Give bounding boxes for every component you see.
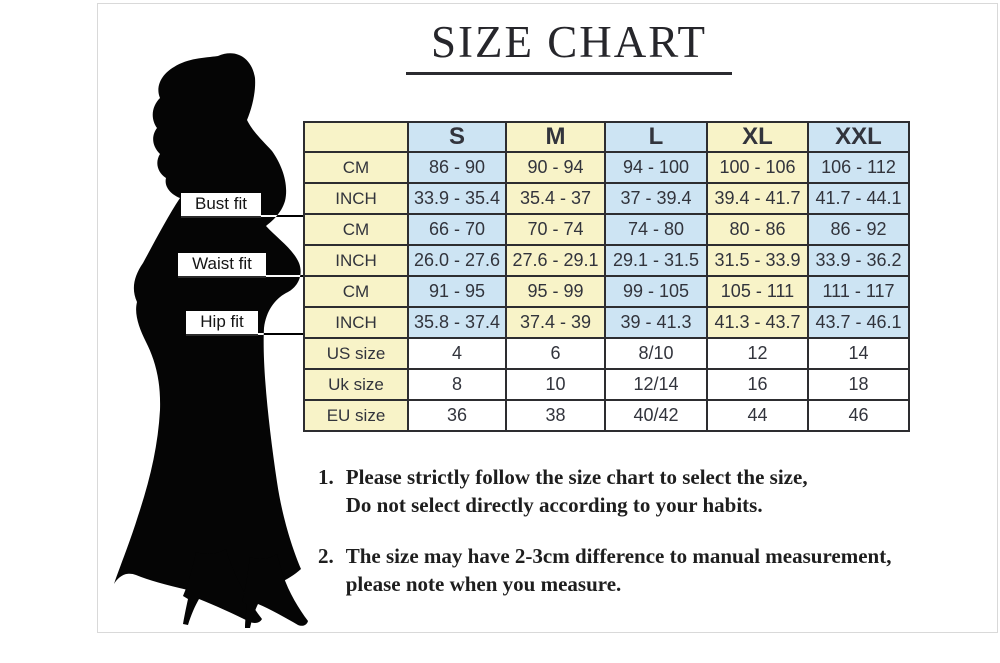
size-value-cell: 40/42 xyxy=(604,399,708,432)
size-value-cell: 29.1 - 31.5 xyxy=(604,244,708,277)
size-column-header-L: L xyxy=(604,121,708,153)
waist-fit-label: Waist fit xyxy=(178,253,266,278)
table-row: INCH 35.8 - 37.4 37.4 - 39 39 - 41.3 41.3 - … xyxy=(303,306,910,339)
size-value-cell: 27.6 - 29.1 xyxy=(505,244,606,277)
note-2-text: The size may have 2-3cm difference to ma… xyxy=(346,543,892,598)
size-value-cell: 95 - 99 xyxy=(505,275,606,308)
size-value-cell: 37 - 39.4 xyxy=(604,182,708,215)
size-value-cell: 91 - 95 xyxy=(407,275,507,308)
size-value-cell: 106 - 112 xyxy=(807,151,910,184)
size-value-cell: 26.0 - 27.6 xyxy=(407,244,507,277)
size-value-cell: 99 - 105 xyxy=(604,275,708,308)
size-value-cell: 14 xyxy=(807,337,910,370)
row-label-cell: CM xyxy=(303,213,409,246)
size-value-cell: 100 - 106 xyxy=(706,151,809,184)
note-1-line-1: Please strictly follow the size chart to… xyxy=(345,465,808,489)
row-label-cell: EU size xyxy=(303,399,409,432)
size-value-cell: 8/10 xyxy=(604,337,708,370)
left-high-heel-shoe xyxy=(183,549,262,625)
table-row: CM 91 - 95 95 - 99 99 - 105 105 - 111 111 - 1… xyxy=(303,275,910,308)
row-label-cell: CM xyxy=(303,275,409,308)
note-2-line-1: The size may have 2-3cm difference to ma… xyxy=(345,544,892,568)
table-row: INCH 33.9 - 35.4 35.4 - 37 37 - 39.4 39.4 - … xyxy=(303,182,910,215)
size-value-cell: 41.3 - 43.7 xyxy=(706,306,809,339)
size-value-cell: 44 xyxy=(706,399,809,432)
note-1-text: Please strictly follow the size chart to… xyxy=(346,464,808,519)
size-value-cell: 94 - 100 xyxy=(604,151,708,184)
size-value-cell: 46 xyxy=(807,399,910,432)
size-value-cell: 18 xyxy=(807,368,910,401)
size-value-cell: 39 - 41.3 xyxy=(604,306,708,339)
size-value-cell: 6 xyxy=(505,337,606,370)
note-1-line-2: Do not select directly according to your… xyxy=(345,492,763,517)
hip-fit-label: Hip fit xyxy=(186,311,258,336)
size-value-cell: 12/14 xyxy=(604,368,708,401)
size-value-cell: 41.7 - 44.1 xyxy=(807,182,910,215)
size-value-cell: 86 - 92 xyxy=(807,213,910,246)
note-2: 2. The size may have 2-3cm difference to… xyxy=(318,543,891,598)
table-row: US size 4 6 8/10 12 14 xyxy=(303,337,910,370)
table-row: CM 86 - 90 90 - 94 94 - 100 100 - 106 106 - 1… xyxy=(303,151,910,184)
size-value-cell: 43.7 - 46.1 xyxy=(807,306,910,339)
size-value-cell: 12 xyxy=(706,337,809,370)
table-row: INCH 26.0 - 27.6 27.6 - 29.1 29.1 - 31.5 31.… xyxy=(303,244,910,277)
size-value-cell: 111 - 117 xyxy=(807,275,910,308)
size-value-cell: 31.5 - 33.9 xyxy=(706,244,809,277)
table-row: CM 66 - 70 70 - 74 74 - 80 80 - 86 86 - 92 xyxy=(303,213,910,246)
size-value-cell: 66 - 70 xyxy=(407,213,507,246)
size-value-cell: 90 - 94 xyxy=(505,151,606,184)
note-2-line-2: please note when you measure. xyxy=(345,571,622,596)
size-value-cell: 4 xyxy=(407,337,507,370)
title-block: SIZE CHART xyxy=(406,16,732,75)
size-column-header-XL: XL xyxy=(706,121,809,153)
size-value-cell: 33.9 - 36.2 xyxy=(807,244,910,277)
row-label-cell: INCH xyxy=(303,306,409,339)
size-value-cell: 33.9 - 35.4 xyxy=(407,182,507,215)
size-value-cell: 35.4 - 37 xyxy=(505,182,606,215)
size-value-cell: 86 - 90 xyxy=(407,151,507,184)
size-value-cell: 38 xyxy=(505,399,606,432)
size-value-cell: 8 xyxy=(407,368,507,401)
size-header-row: S M L XL XXL xyxy=(303,121,910,153)
size-value-cell: 36 xyxy=(407,399,507,432)
size-value-cell: 105 - 111 xyxy=(706,275,809,308)
right-high-heel-shoe xyxy=(242,554,308,628)
note-1: 1. Please strictly follow the size chart… xyxy=(318,464,808,519)
bust-fit-label: Bust fit xyxy=(181,193,261,218)
size-value-cell: 74 - 80 xyxy=(604,213,708,246)
size-value-cell: 80 - 86 xyxy=(706,213,809,246)
woman-silhouette-illustration xyxy=(114,53,308,628)
row-label-cell: US size xyxy=(303,337,409,370)
table-row: EU size 36 38 40/42 44 46 xyxy=(303,399,910,432)
size-value-cell: 37.4 - 39 xyxy=(505,306,606,339)
row-label-cell: INCH xyxy=(303,244,409,277)
note-1-number: 1. xyxy=(318,465,334,489)
size-value-cell: 10 xyxy=(505,368,606,401)
size-table: S M L XL XXL CM 86 - 90 90 - 94 94 - 100 100 - 10… xyxy=(303,121,910,432)
note-2-number: 2. xyxy=(318,544,334,568)
size-column-header-S: S xyxy=(407,121,507,153)
title-underline xyxy=(406,72,732,75)
size-column-header-M: M xyxy=(505,121,606,153)
size-value-cell: 16 xyxy=(706,368,809,401)
size-value-cell: 35.8 - 37.4 xyxy=(407,306,507,339)
size-value-cell: 39.4 - 41.7 xyxy=(706,182,809,215)
page-title: SIZE CHART xyxy=(430,17,708,67)
size-value-cell: 70 - 74 xyxy=(505,213,606,246)
page-border-frame xyxy=(97,3,998,633)
table-row: Uk size 8 10 12/14 16 18 xyxy=(303,368,910,401)
table-corner-cell xyxy=(303,121,409,153)
row-label-cell: INCH xyxy=(303,182,409,215)
size-column-header-XXL: XXL xyxy=(807,121,910,153)
row-label-cell: CM xyxy=(303,151,409,184)
row-label-cell: Uk size xyxy=(303,368,409,401)
